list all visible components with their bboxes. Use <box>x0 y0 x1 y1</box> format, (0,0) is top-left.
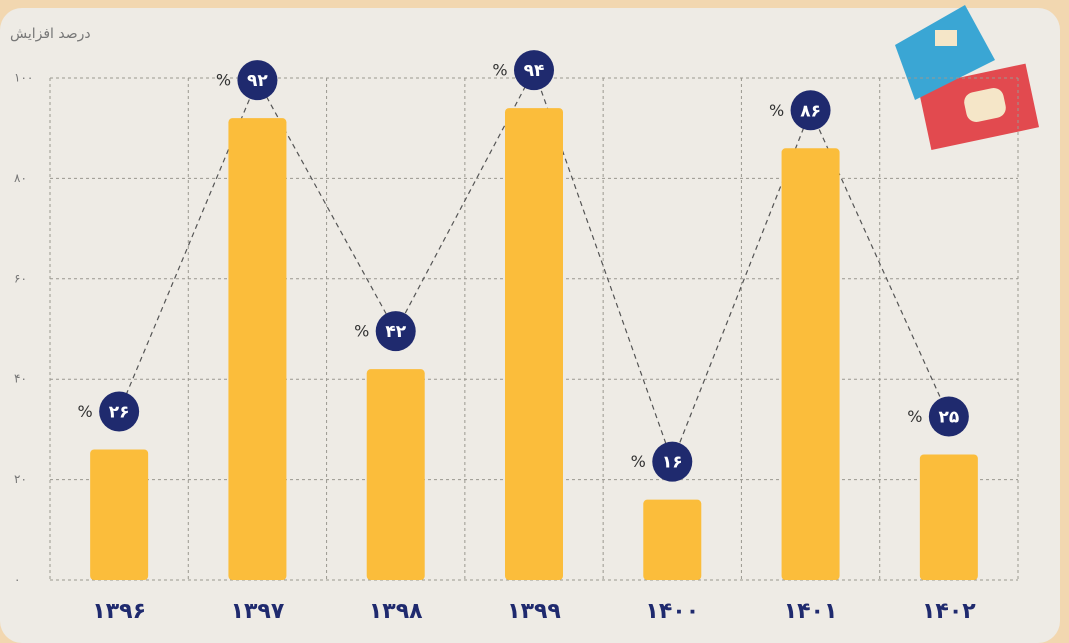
bar <box>367 369 425 580</box>
value-label: ۲۵ <box>938 408 959 428</box>
chart: درصد افزایش ۰ ۲۰ ۴۰ ۶۰ ۸۰ ۱۰۰ ۱۳۹۶ ۲۶% ۱۳۹۷ ۹۲% ۱۳… <box>0 0 1069 643</box>
unit-label: % <box>631 452 646 471</box>
unit-label: % <box>216 71 231 90</box>
x-tick-label: ۱۳۹۹ <box>507 599 561 624</box>
y-tick-label: ۲۰ <box>14 472 27 486</box>
value-label: ۱۶ <box>662 453 683 473</box>
y-tick-label: ۰ <box>14 573 20 587</box>
bar <box>90 449 148 580</box>
unit-label: % <box>492 61 507 80</box>
y-tick-label: ۸۰ <box>14 171 27 185</box>
x-tick-label: ۱۳۹۸ <box>369 599 423 624</box>
y-tick-label: ۱۰۰ <box>14 71 33 85</box>
x-tick-label: ۱۴۰۱ <box>784 599 838 624</box>
unit-label: % <box>354 322 369 341</box>
x-tick-label: ۱۴۰۲ <box>922 599 976 624</box>
value-label: ۴۲ <box>385 322 406 342</box>
unit-label: % <box>78 402 93 421</box>
value-label: ۹۴ <box>524 61 545 81</box>
value-label: ۲۶ <box>109 402 130 422</box>
x-tick-label: ۱۳۹۶ <box>92 599 146 624</box>
bar <box>228 118 286 580</box>
x-tick-label: ۱۳۹۷ <box>231 599 285 624</box>
page: درصد افزایش ۰ ۲۰ ۴۰ ۶۰ ۸۰ ۱۰۰ ۱۳۹۶ ۲۶% ۱۳۹۷ ۹۲% ۱۳… <box>0 0 1069 643</box>
bar <box>782 148 840 580</box>
y-axis-label: درصد افزایش <box>10 26 91 42</box>
unit-label: % <box>907 407 922 426</box>
y-tick-label: ۶۰ <box>14 271 27 285</box>
value-label: ۸۶ <box>800 101 821 121</box>
y-tick-label: ۴۰ <box>14 372 27 386</box>
bar <box>643 500 701 580</box>
x-tick-label: ۱۴۰۰ <box>645 599 699 624</box>
unit-label: % <box>769 101 784 120</box>
bar <box>505 108 563 580</box>
value-label: ۹۲ <box>247 71 268 91</box>
bar <box>920 455 978 581</box>
